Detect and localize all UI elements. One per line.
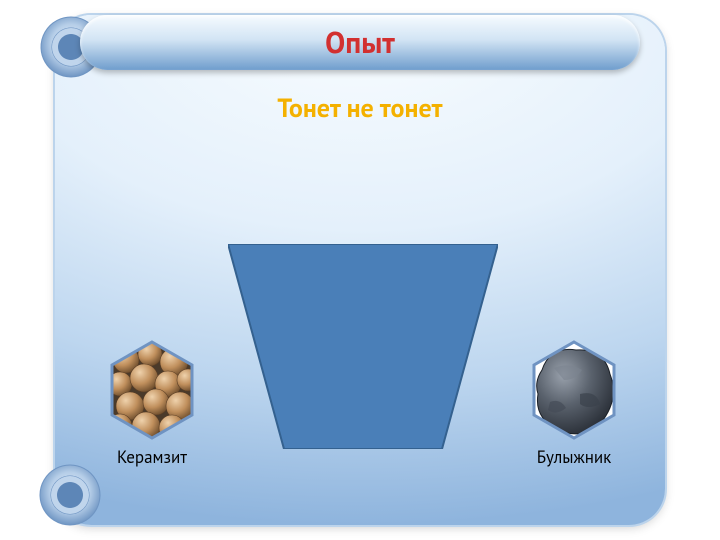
- scroll-rod: Опыт: [80, 15, 640, 70]
- title-text: Опыт: [325, 15, 395, 70]
- sample-hex-keramzit: [108, 340, 196, 440]
- subtitle-text: Тонет не тонет: [0, 92, 720, 125]
- scroll-curl-bottom-left: [35, 460, 105, 530]
- water-tank-icon: [228, 244, 498, 449]
- sample-label-cobblestone: Булыжник: [504, 446, 644, 468]
- sample-hex-cobblestone: [530, 340, 618, 440]
- sample-label-keramzit: Керамзит: [82, 446, 222, 468]
